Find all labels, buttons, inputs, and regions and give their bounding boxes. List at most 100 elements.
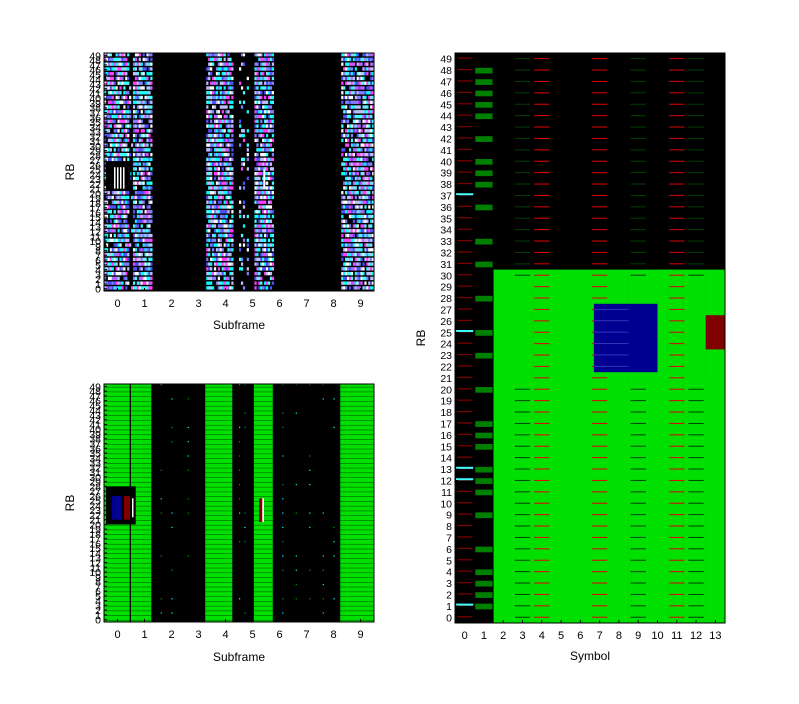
tl-cell	[343, 281, 346, 285]
tl-cell	[372, 100, 375, 104]
bl-row-line	[131, 543, 152, 545]
tl-cell	[134, 286, 138, 290]
tl-cell	[348, 57, 352, 62]
tl-cell	[354, 162, 357, 166]
tl-cell	[266, 205, 269, 209]
tl-cell	[231, 214, 234, 219]
rt-ytick-label: 31	[440, 259, 452, 271]
tl-cell	[358, 252, 361, 257]
tl-cell	[366, 262, 369, 266]
bl-row-line	[205, 491, 233, 493]
rt-stripe	[514, 582, 531, 584]
bl-dot	[282, 526, 284, 528]
bl-row-line	[104, 405, 130, 407]
tl-cell	[217, 129, 221, 133]
tl-cell	[242, 224, 246, 228]
tl-cell	[215, 76, 219, 81]
tl-cell	[115, 271, 118, 276]
tl-cell	[366, 143, 369, 147]
tl-cell	[372, 148, 375, 152]
tl-cell	[115, 191, 118, 195]
tl-cell	[113, 105, 116, 109]
tl-cell	[121, 81, 124, 85]
tl-cell	[210, 133, 213, 138]
tl-cell	[104, 129, 107, 133]
tl-cell	[358, 167, 361, 171]
tl-cell	[140, 148, 143, 152]
tl-cell	[219, 229, 222, 233]
tl-cell	[213, 205, 217, 209]
rt-stripe	[630, 251, 646, 253]
rt-stripe	[534, 69, 550, 71]
tl-cell	[225, 138, 228, 143]
rt-stripe	[669, 468, 685, 470]
tl-cell	[347, 238, 350, 242]
tl-cell	[140, 191, 143, 195]
tl-cell	[208, 91, 211, 95]
tl-cell	[271, 262, 275, 266]
tl-ytick-label: 5	[95, 260, 101, 272]
tl-cell	[343, 53, 346, 57]
tl-cell	[348, 286, 352, 290]
tl-cell	[354, 281, 357, 285]
tl-cell	[260, 157, 263, 162]
tl-cell	[372, 86, 375, 90]
tl-cell	[117, 219, 120, 223]
tl-cell	[341, 257, 344, 262]
tl-cell	[266, 267, 269, 271]
tl-cell	[206, 191, 209, 195]
tl-cell	[212, 91, 215, 95]
tl-cell	[140, 252, 143, 257]
tl-cell	[217, 110, 221, 114]
tl-cell	[231, 238, 234, 242]
rt-stripe	[669, 571, 685, 573]
tl-cell	[350, 210, 354, 214]
tl-ytick-label: 22	[89, 179, 101, 191]
rt-stripe	[514, 411, 531, 413]
tl-cell	[215, 214, 219, 219]
tl-cell	[109, 224, 113, 228]
rt-stripe	[630, 217, 646, 219]
tl-cell	[206, 114, 209, 119]
tl-xtick-label: 5	[249, 298, 255, 310]
tl-cell	[105, 219, 109, 223]
tl-cell	[219, 186, 222, 190]
bl-row-line	[340, 539, 374, 540]
tl-cell	[105, 76, 109, 81]
tl-cell	[266, 119, 269, 123]
tl-cell	[225, 167, 228, 171]
tl-cell	[210, 148, 213, 152]
tl-cell	[345, 95, 348, 100]
bl-row-line	[205, 501, 233, 502]
tl-cell	[254, 233, 257, 238]
tl-cell	[104, 210, 107, 214]
tl-cell	[221, 271, 224, 276]
tl-cell	[370, 186, 373, 190]
plot-bottom-left-cells	[104, 384, 374, 622]
tl-cell	[109, 143, 113, 147]
tl-cell	[115, 248, 118, 252]
tl-cell	[254, 152, 257, 157]
tl-cell	[142, 86, 145, 90]
tl-cell	[366, 248, 369, 252]
tl-cell	[350, 276, 354, 281]
tl-cell	[213, 100, 217, 104]
tl-cell	[350, 281, 354, 285]
tl-cell	[219, 100, 222, 104]
tl-cell	[368, 229, 371, 233]
tl-cell	[345, 271, 348, 276]
tl-cell	[107, 57, 111, 62]
tl-cell	[146, 229, 149, 233]
tl-cell	[219, 200, 222, 204]
tl-cell	[348, 276, 352, 281]
tl-cell	[264, 138, 267, 143]
tl-cell	[368, 267, 371, 271]
tl-cell	[213, 271, 217, 276]
rt-col1-mark	[475, 352, 493, 359]
tl-cell	[256, 252, 259, 257]
rt-stripe	[630, 525, 646, 527]
tl-cell	[221, 119, 224, 123]
tl-cell	[262, 252, 265, 257]
tl-cell	[227, 257, 230, 262]
bl-row-line	[131, 458, 152, 459]
